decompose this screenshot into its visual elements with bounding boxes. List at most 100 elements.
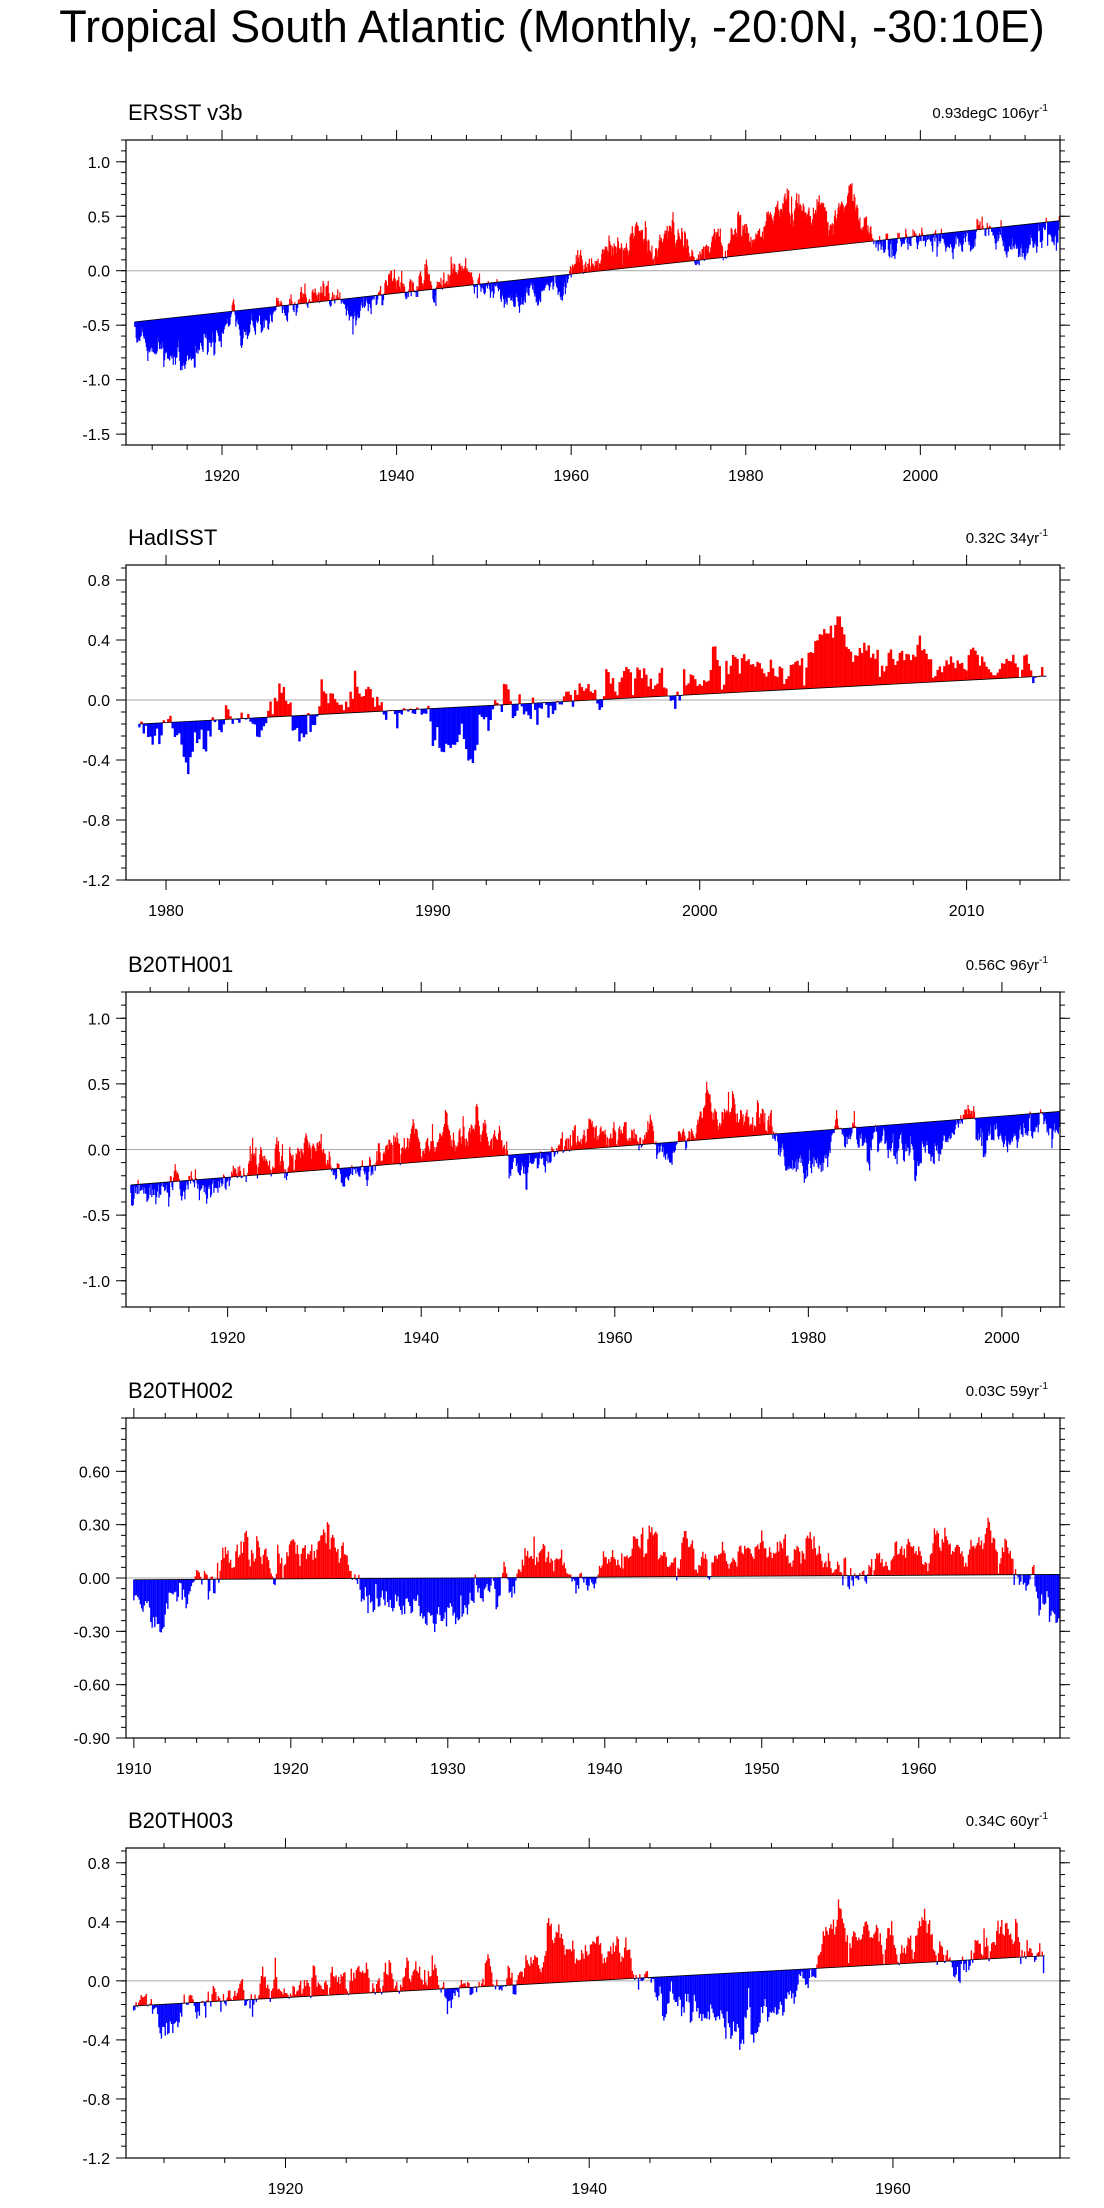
positive-anomaly-bar (903, 1947, 906, 1964)
positive-anomaly-bar (816, 1964, 818, 1969)
positive-anomaly-bar (793, 1549, 796, 1576)
positive-anomaly-bar (576, 261, 578, 274)
positive-anomaly-bar (604, 249, 606, 271)
positive-anomaly-bar (706, 1559, 708, 1577)
negative-anomaly-bar (1001, 226, 1003, 238)
negative-anomaly-bar (1025, 224, 1028, 249)
negative-anomaly-bar (793, 1969, 795, 2004)
negative-anomaly-bar (193, 721, 197, 733)
positive-anomaly-bar (584, 1945, 587, 1982)
positive-anomaly-bar (804, 212, 806, 249)
negative-anomaly-bar (348, 1167, 350, 1181)
negative-anomaly-bar (1057, 220, 1060, 231)
negative-anomaly-bar (202, 1179, 205, 1186)
positive-anomaly-bar (974, 650, 977, 680)
negative-anomaly-bar (958, 231, 960, 247)
positive-anomaly-bar (280, 1991, 283, 1998)
negative-anomaly-bar (533, 1153, 535, 1162)
negative-anomaly-bar (922, 235, 924, 242)
negative-anomaly-bar (454, 1988, 456, 1996)
positive-anomaly-bar (233, 304, 235, 311)
negative-anomaly-bar (344, 1167, 346, 1178)
negative-anomaly-bar (1002, 1115, 1005, 1148)
negative-anomaly-bar (684, 1975, 687, 1994)
positive-anomaly-bar (898, 232, 900, 239)
negative-anomaly-bar (511, 280, 513, 298)
negative-anomaly-bar (190, 1579, 193, 1587)
positive-anomaly-bar (906, 1544, 908, 1576)
positive-anomaly-bar (305, 1985, 307, 1997)
negative-anomaly-bar (524, 279, 526, 303)
positive-anomaly-bar (796, 203, 799, 250)
negative-anomaly-bar (347, 298, 349, 307)
negative-anomaly-bar (1012, 1115, 1014, 1138)
positive-anomaly-bar (836, 616, 839, 688)
positive-anomaly-bar (694, 679, 697, 695)
positive-anomaly-bar (534, 1565, 537, 1578)
positive-anomaly-bar (585, 1951, 588, 1981)
negative-anomaly-bar (205, 1179, 207, 1195)
positive-anomaly-bar (834, 1125, 836, 1130)
negative-anomaly-bar (218, 1579, 220, 1583)
positive-anomaly-bar (750, 1123, 752, 1136)
negative-anomaly-bar (710, 1974, 712, 2005)
negative-anomaly-bar (155, 2004, 158, 2008)
positive-anomaly-bar (459, 1128, 461, 1159)
positive-anomaly-bar (452, 1147, 454, 1160)
positive-anomaly-bar (258, 1995, 260, 2000)
positive-anomaly-bar (281, 1156, 283, 1174)
negative-anomaly-bar (524, 279, 526, 297)
positive-anomaly-bar (748, 1116, 750, 1137)
negative-anomaly-bar (780, 1970, 783, 2006)
trend-label: 0.03C 59yr-1 (966, 1381, 1049, 1400)
positive-anomaly-bar (626, 1555, 628, 1577)
negative-anomaly-bar (778, 1970, 780, 2010)
negative-anomaly-bar (876, 240, 878, 244)
positive-anomaly-bar (321, 1988, 323, 1996)
positive-anomaly-bar (605, 247, 607, 271)
positive-anomaly-bar (706, 1081, 708, 1140)
positive-anomaly-bar (738, 217, 740, 256)
positive-anomaly-bar (874, 1125, 876, 1127)
negative-anomaly-bar (933, 1121, 935, 1165)
negative-anomaly-bar (158, 1579, 160, 1624)
negative-anomaly-bar (360, 1578, 363, 1602)
negative-anomaly-bar (550, 1151, 552, 1162)
negative-anomaly-bar (385, 1578, 388, 1592)
positive-anomaly-bar (643, 1140, 645, 1145)
positive-anomaly-bar (675, 247, 677, 263)
negative-anomaly-bar (240, 310, 242, 346)
negative-anomaly-bar (538, 277, 540, 299)
positive-anomaly-bar (898, 652, 902, 684)
positive-anomaly-bar (493, 1130, 496, 1157)
positive-anomaly-bar (716, 660, 719, 694)
positive-anomaly-bar (381, 1161, 383, 1166)
positive-anomaly-bar (262, 1966, 264, 1999)
positive-anomaly-bar (299, 292, 302, 304)
positive-anomaly-bar (746, 227, 748, 255)
positive-anomaly-bar (601, 249, 604, 271)
negative-anomaly-bar (1032, 676, 1035, 684)
negative-anomaly-bar (460, 706, 463, 724)
negative-anomaly-bar (181, 2003, 183, 2017)
negative-anomaly-bar (479, 1577, 482, 1599)
positive-anomaly-bar (727, 244, 729, 257)
positive-anomaly-bar (610, 1556, 613, 1578)
negative-anomaly-bar (258, 717, 261, 738)
negative-anomaly-bar (139, 1184, 142, 1191)
positive-anomaly-bar (844, 205, 847, 245)
negative-anomaly-bar (844, 1128, 846, 1147)
negative-anomaly-bar (296, 304, 298, 313)
positive-anomaly-bar (730, 227, 732, 257)
negative-anomaly-bar (729, 1973, 731, 2028)
positive-anomaly-bar (622, 264, 624, 269)
positive-anomaly-bar (587, 1129, 589, 1149)
positive-anomaly-bar (407, 1960, 409, 1991)
negative-anomaly-bar (508, 280, 510, 298)
positive-anomaly-bar (929, 1554, 932, 1576)
positive-anomaly-bar (564, 1568, 567, 1578)
negative-anomaly-bar (345, 1167, 347, 1177)
positive-anomaly-bar (876, 649, 879, 685)
positive-anomaly-bar (307, 713, 310, 716)
positive-anomaly-bar (770, 1109, 772, 1135)
